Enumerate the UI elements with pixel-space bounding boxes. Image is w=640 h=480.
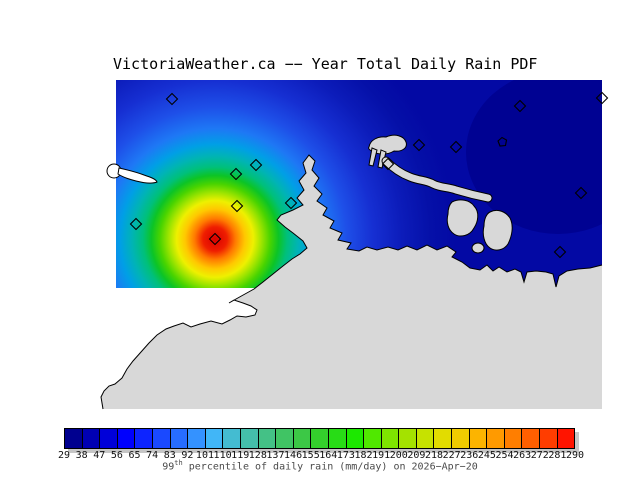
colorbar-tick-label: 173 <box>336 450 355 461</box>
island-chain <box>382 157 492 202</box>
colorbar-tick-label: 101 <box>195 450 214 461</box>
colorbar-cell <box>257 428 277 449</box>
colorbar-tick-labels: 29 38 47 56 65 74 83 92 101 110 119 128 137 146 155 164… <box>58 450 584 462</box>
colorbar-cell <box>468 428 488 449</box>
colorbar-tick-label: 263 <box>513 450 532 461</box>
colorbar-cell <box>433 428 453 449</box>
minimum-patch <box>466 80 602 234</box>
island-cluster <box>446 199 479 237</box>
island-cluster <box>482 209 513 251</box>
colorbar-cell <box>398 428 417 449</box>
colorbar-cell <box>521 428 541 449</box>
colorbar-cell <box>116 428 136 449</box>
colorbar-tick-label: 254 <box>495 450 514 461</box>
colorbar-cell <box>556 428 576 449</box>
station-marker <box>412 138 426 152</box>
islet-tail <box>117 167 158 184</box>
colorbar-tick-label: 209 <box>407 450 426 461</box>
station-marker <box>230 199 244 213</box>
caption-prefix: 99 <box>162 461 175 473</box>
colorbar-tick-label: 56 <box>110 450 123 461</box>
station-marker <box>129 217 143 231</box>
station-marker <box>284 196 298 210</box>
colorbar-tick-label: 65 <box>128 450 141 461</box>
station-marker <box>449 140 463 154</box>
station-marker <box>553 245 567 259</box>
colorbar-tick-label: 47 <box>93 450 106 461</box>
colorbar-tick-label: 155 <box>301 450 320 461</box>
colorbar-cell <box>169 428 189 449</box>
station-marker <box>229 167 243 181</box>
colorbar-tick-label: 146 <box>284 450 303 461</box>
colorbar-tick-label: 164 <box>319 450 338 461</box>
small-island <box>471 242 485 254</box>
station-marker <box>165 92 179 106</box>
landmass <box>101 155 602 409</box>
station-marker <box>497 136 508 147</box>
colorbar-cell <box>151 428 171 449</box>
colorbar-tick-label: 137 <box>266 450 285 461</box>
colorbar-cell <box>451 428 470 449</box>
station-marker <box>208 232 222 246</box>
colorbar-tick-label: 182 <box>354 450 373 461</box>
colorbar-tick-label: 110 <box>213 450 232 461</box>
station-marker <box>595 91 609 105</box>
colorbar-cell <box>99 428 118 449</box>
colorbar-cell <box>486 428 505 449</box>
colorbar-cell <box>539 428 558 449</box>
station-markers <box>129 91 609 259</box>
colorbar-cell <box>81 428 101 449</box>
colorbar-cell <box>363 428 382 449</box>
colorbar-tick-label: 200 <box>389 450 408 461</box>
coastline <box>100 154 603 410</box>
colorbar-cell <box>345 428 365 449</box>
colorbar-tick-label: 218 <box>425 450 444 461</box>
colorbar-cell <box>327 428 347 449</box>
colorbar-tick-label: 245 <box>477 450 496 461</box>
colorbar-tick-label: 29 <box>57 450 71 461</box>
station-marker <box>574 186 588 200</box>
colorbar-cell <box>187 428 206 449</box>
colorbar-tick-label: 128 <box>248 450 267 461</box>
station-marker <box>249 158 263 172</box>
colorbar-cell <box>503 428 523 449</box>
colorbar-tick-label: 38 <box>75 450 88 461</box>
colorbar-cell <box>222 428 241 449</box>
colorbar-cell <box>204 428 224 449</box>
colorbar-cell <box>64 428 83 449</box>
colorbar-tick-label: 227 <box>442 450 461 461</box>
colorbar <box>64 428 576 449</box>
colorbar-cell <box>134 428 153 449</box>
colorbar-cell <box>292 428 312 449</box>
colorbar-cell <box>380 428 400 449</box>
colorbar-cell <box>415 428 435 449</box>
colorbar-tick-label: 272 <box>530 450 549 461</box>
colorbar-tick-label: 191 <box>372 450 391 461</box>
caption-rest: percentile of daily rain (mm/day) on 202… <box>182 461 478 473</box>
colorbar-caption: 99th percentile of daily rain (mm/day) o… <box>0 459 640 472</box>
rain-maximum-hotspot <box>116 80 455 288</box>
colorbar-tick-label: 281 <box>548 450 567 461</box>
island-inlet-finger <box>368 147 378 167</box>
colorbar-tick-label: 290 <box>565 450 585 461</box>
station-marker <box>513 99 527 113</box>
colorbar-cell <box>239 428 259 449</box>
colorbar-tick-label: 236 <box>460 450 479 461</box>
caption-superscript: th <box>174 459 183 467</box>
station-marker <box>381 157 395 171</box>
colorbar-tick-label: 92 <box>181 450 194 461</box>
colorbar-cell <box>310 428 329 449</box>
colorbar-cell <box>275 428 294 449</box>
colorbar-tick-label: 119 <box>231 450 250 461</box>
page-title: VictoriaWeather.ca −− Year Total Daily R… <box>113 55 538 73</box>
colorbar-tick-label: 74 <box>146 450 159 461</box>
colorbar-tick-label: 83 <box>163 450 176 461</box>
